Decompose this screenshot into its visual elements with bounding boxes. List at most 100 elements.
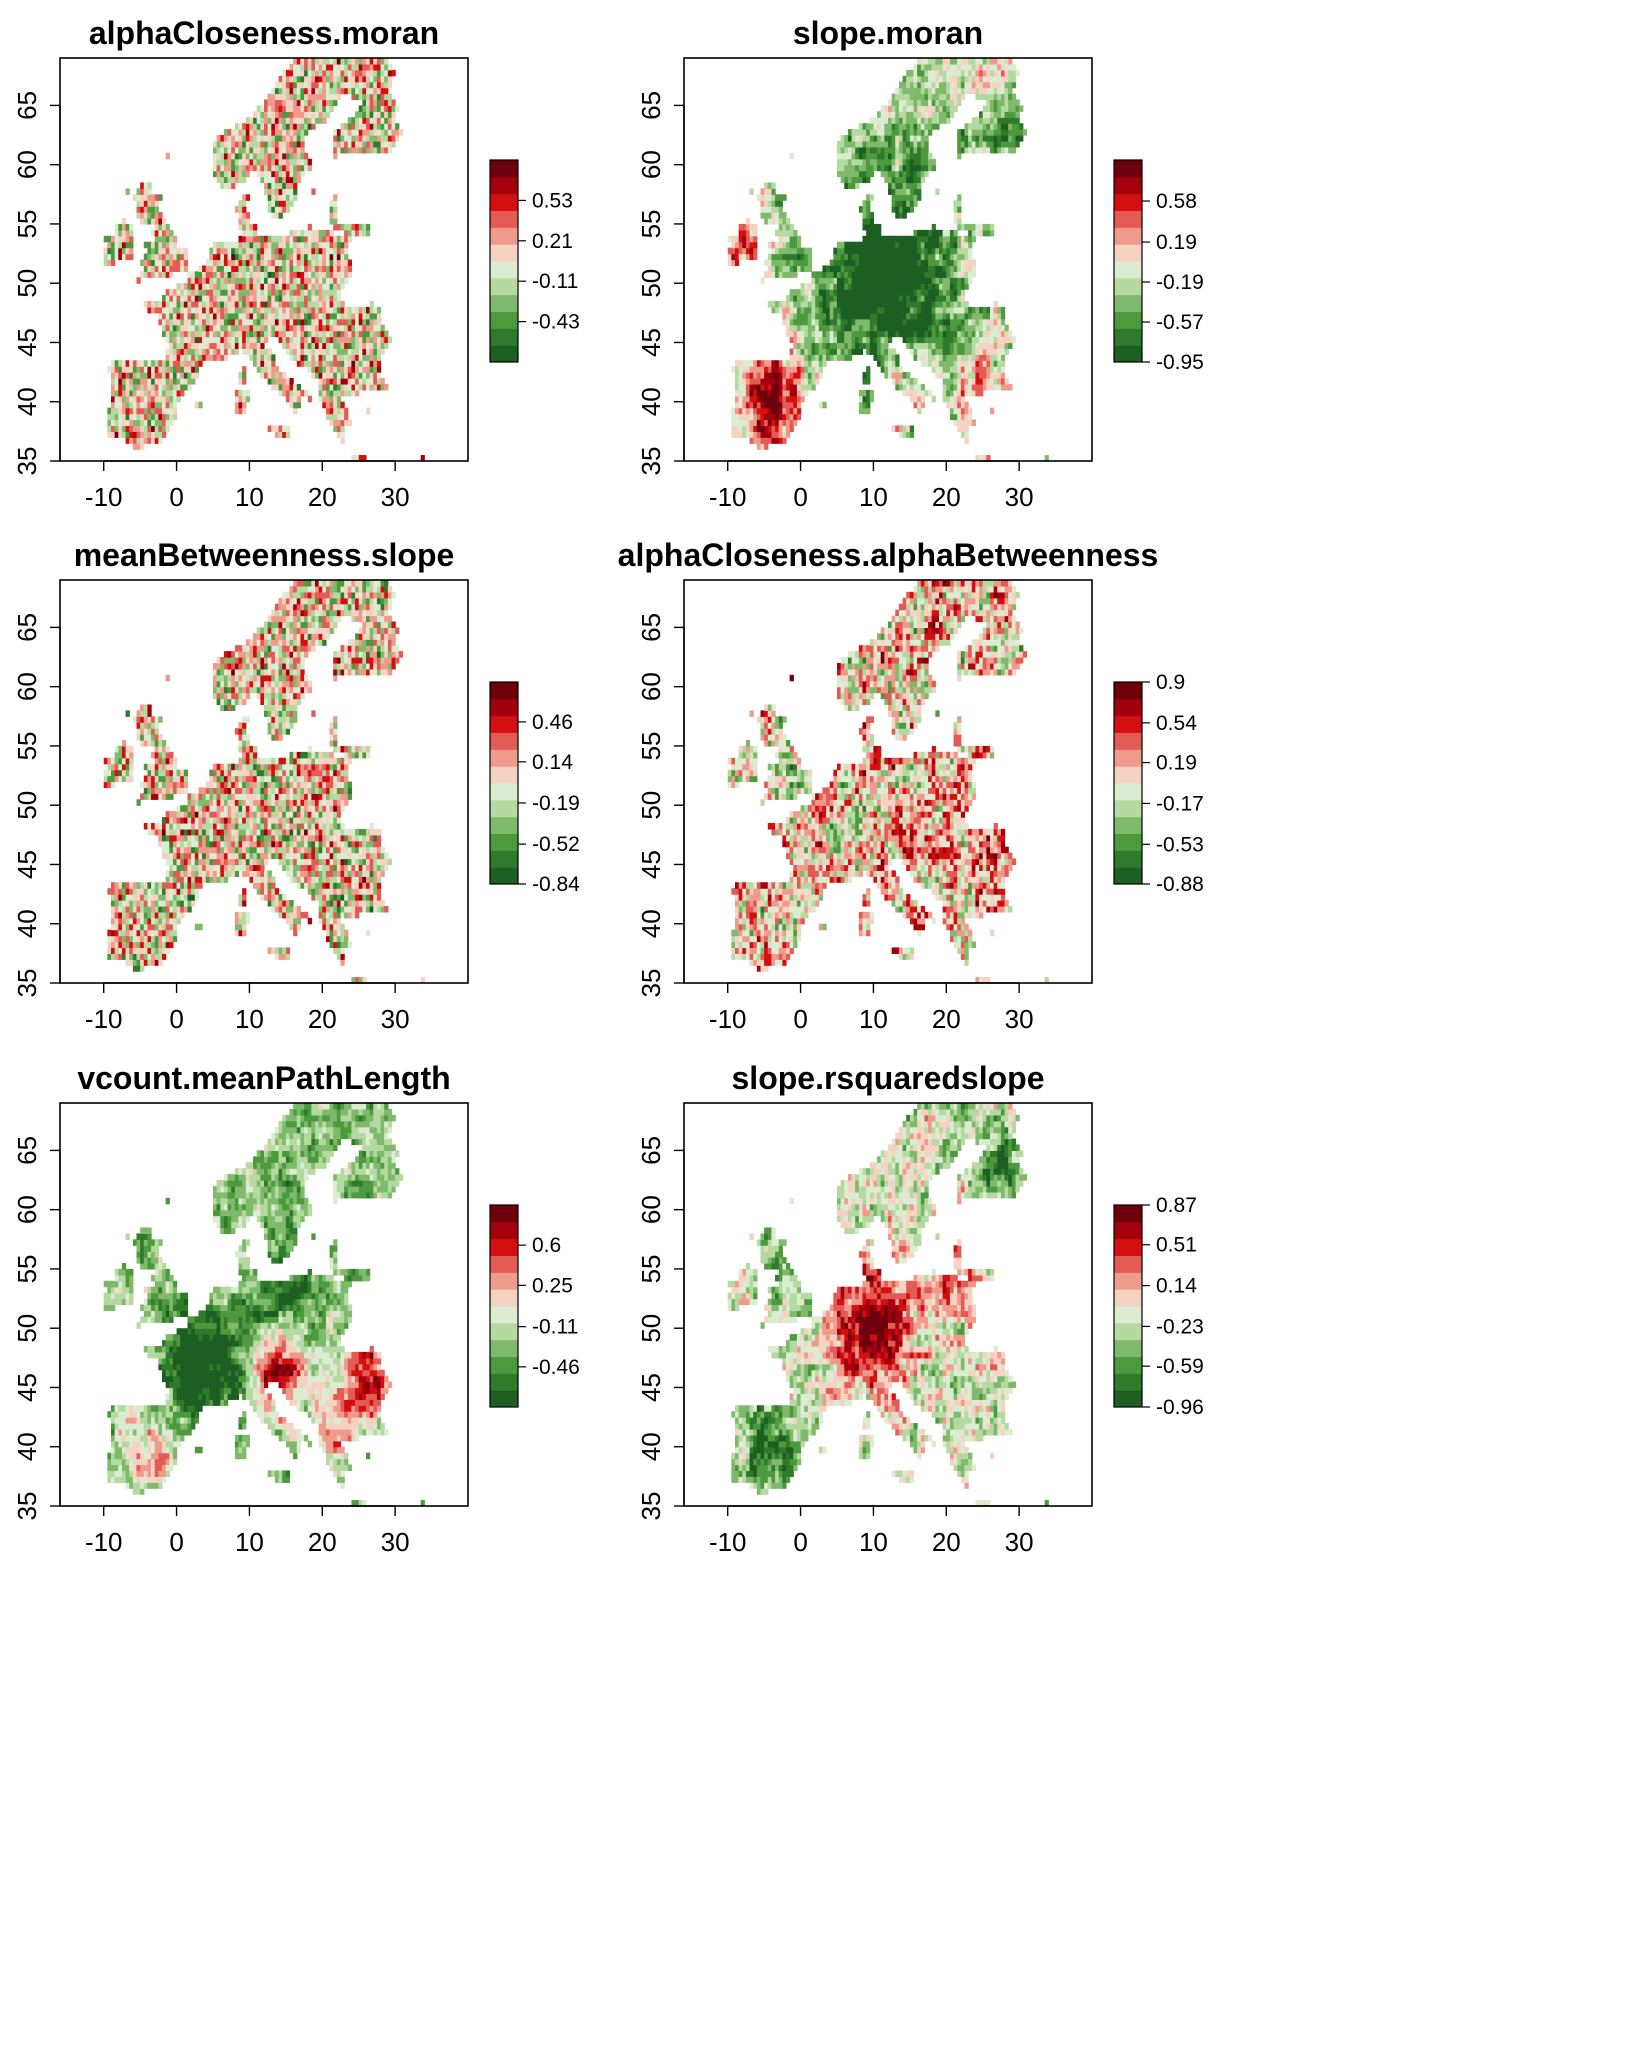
raster-cell — [362, 111, 367, 118]
raster-cell — [154, 206, 159, 213]
raster-cell — [888, 348, 893, 355]
raster-cell — [920, 81, 926, 89]
raster-cell — [957, 407, 962, 415]
raster-cell — [789, 271, 794, 278]
raster-cell — [311, 354, 316, 361]
raster-cell — [267, 235, 272, 243]
raster-cell — [391, 129, 396, 136]
raster-cell — [373, 354, 378, 361]
raster-cell — [198, 318, 203, 326]
raster-cell — [271, 306, 276, 314]
raster-cell — [256, 152, 261, 160]
raster-cell — [942, 383, 947, 391]
raster-cell — [282, 312, 287, 320]
raster-cell — [194, 271, 200, 278]
raster-cell — [749, 389, 754, 397]
raster-cell — [920, 105, 926, 112]
raster-cell — [176, 289, 181, 296]
raster-cell — [811, 336, 816, 344]
raster-cell — [960, 271, 966, 278]
raster-cell — [920, 247, 926, 255]
raster-cell — [162, 431, 167, 438]
raster-cell — [162, 389, 167, 397]
raster-cell — [369, 117, 374, 124]
raster-cell — [162, 265, 167, 272]
raster-cell — [928, 336, 933, 344]
raster-cell — [847, 283, 853, 290]
raster-cell — [274, 295, 280, 302]
raster-cell — [384, 87, 389, 95]
raster-cell — [274, 188, 280, 195]
raster-cell — [264, 188, 269, 195]
raster-cell — [771, 306, 776, 314]
raster-cell — [880, 277, 885, 284]
raster-cell — [891, 170, 896, 178]
raster-cell — [953, 218, 958, 225]
raster-cell — [756, 419, 762, 427]
raster-cell — [960, 342, 966, 349]
raster-cell — [333, 265, 338, 272]
raster-cell — [986, 336, 991, 344]
raster-cell — [953, 212, 958, 219]
raster-cell — [957, 241, 962, 249]
raster-cell — [869, 135, 875, 142]
raster-cell — [347, 324, 353, 332]
raster-cell — [271, 194, 276, 201]
raster-cell — [968, 324, 973, 332]
raster-cell — [162, 241, 167, 249]
raster-cell — [322, 306, 327, 314]
raster-cell — [858, 336, 864, 344]
raster-cell — [336, 300, 342, 308]
raster-cell — [793, 295, 798, 302]
raster-cell — [866, 289, 871, 296]
raster-cell — [866, 300, 871, 308]
raster-cell — [311, 69, 316, 77]
raster-cell — [158, 271, 163, 278]
raster-cell — [304, 277, 309, 284]
raster-cell — [336, 389, 342, 397]
raster-cell — [355, 75, 360, 83]
raster-cell — [738, 383, 743, 391]
raster-cell — [253, 158, 258, 166]
raster-cell — [336, 75, 342, 83]
raster-cell — [311, 277, 316, 284]
raster-cell — [180, 318, 185, 326]
raster-cell — [745, 395, 751, 403]
raster-cell — [898, 324, 904, 332]
raster-cell — [939, 289, 944, 296]
raster-cell — [924, 360, 929, 367]
raster-cell — [158, 383, 163, 391]
raster-cell — [329, 63, 334, 71]
raster-cell — [895, 378, 900, 385]
raster-cell — [756, 366, 762, 373]
raster-cell — [274, 283, 280, 290]
raster-cell — [920, 306, 926, 314]
raster-cell — [789, 265, 794, 272]
raster-cell — [242, 324, 247, 332]
raster-cell — [920, 111, 926, 118]
raster-cell — [829, 300, 834, 308]
raster-cell — [811, 289, 816, 296]
colorbar-band — [490, 311, 518, 329]
raster-cell — [920, 170, 926, 178]
raster-cell — [213, 152, 218, 160]
raster-cell — [964, 348, 969, 355]
raster-cell — [800, 348, 805, 355]
raster-cell — [329, 212, 334, 219]
raster-cell — [778, 265, 783, 272]
raster-cell — [964, 306, 969, 314]
raster-cell — [293, 283, 298, 290]
raster-cell — [745, 378, 751, 385]
raster-cell — [253, 318, 258, 326]
raster-cell — [807, 383, 813, 391]
raster-cell — [793, 354, 798, 361]
raster-cell — [271, 176, 276, 184]
raster-cell — [935, 253, 940, 261]
raster-cell — [928, 123, 933, 130]
raster-cell — [953, 300, 958, 308]
raster-cell — [340, 366, 345, 373]
raster-cell — [154, 271, 159, 278]
raster-cell — [256, 140, 261, 148]
raster-cell — [942, 312, 947, 320]
raster-cell — [274, 235, 280, 243]
